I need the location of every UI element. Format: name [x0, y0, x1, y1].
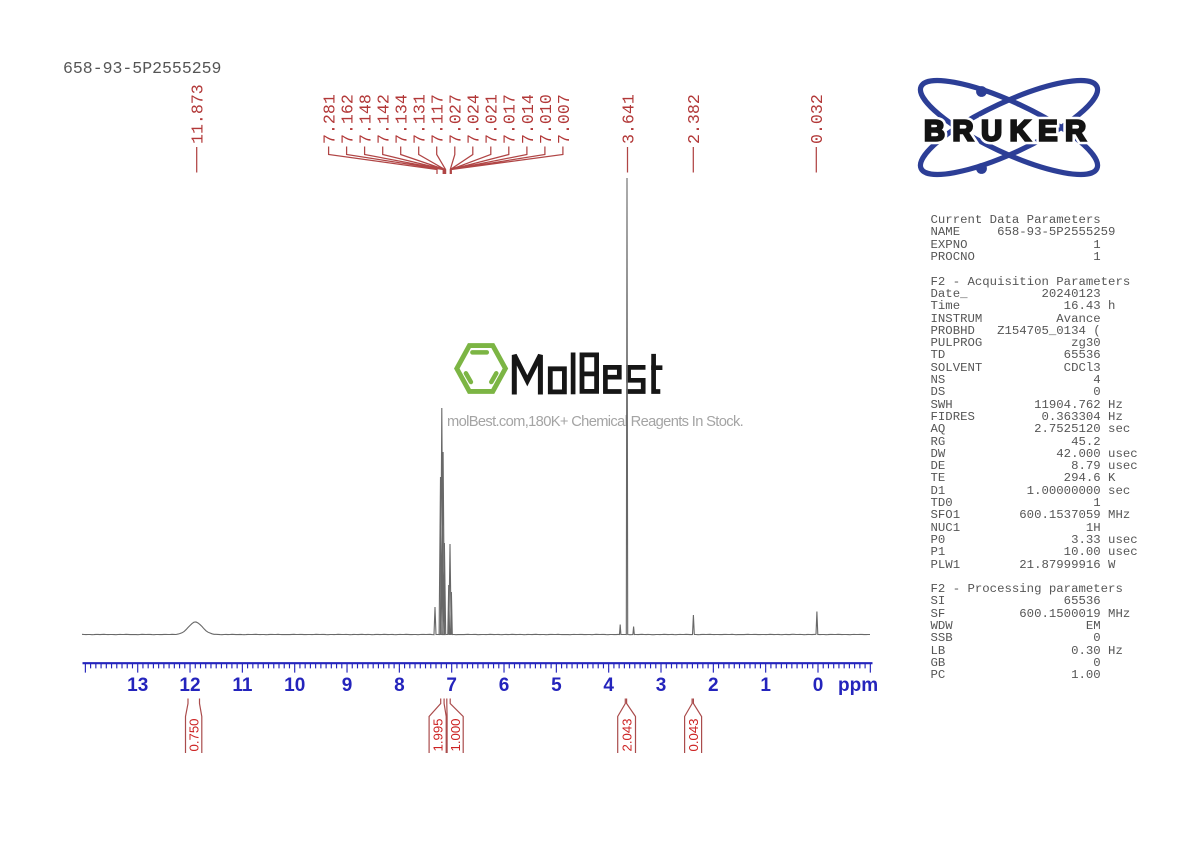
svg-text:0.750: 0.750	[187, 718, 202, 751]
svg-text:2: 2	[708, 675, 719, 696]
svg-text:0.043: 0.043	[686, 718, 701, 751]
svg-text:BRUKER: BRUKER	[924, 116, 1094, 148]
svg-text:1: 1	[760, 675, 771, 696]
svg-text:7.281: 7.281	[321, 94, 340, 144]
svg-text:7: 7	[446, 675, 457, 696]
svg-text:7.148: 7.148	[357, 94, 376, 144]
svg-text:7.134: 7.134	[393, 94, 412, 144]
svg-text:4: 4	[603, 675, 614, 696]
svg-text:10: 10	[284, 675, 305, 696]
svg-text:12: 12	[179, 675, 200, 696]
svg-text:1.000: 1.000	[448, 718, 463, 751]
svg-text:7.131: 7.131	[411, 94, 430, 144]
svg-text:7.027: 7.027	[447, 94, 466, 144]
svg-text:11: 11	[232, 675, 253, 696]
svg-text:8: 8	[394, 675, 405, 696]
svg-text:9: 9	[342, 675, 353, 696]
svg-text:7.010: 7.010	[537, 94, 556, 144]
svg-text:BRUKER: BRUKER	[924, 116, 1094, 148]
svg-text:7.007: 7.007	[555, 94, 574, 144]
svg-text:11.873: 11.873	[189, 84, 208, 144]
svg-text:5: 5	[551, 675, 562, 696]
svg-text:2.043: 2.043	[619, 718, 634, 751]
svg-text:7.014: 7.014	[519, 94, 538, 144]
svg-text:3: 3	[656, 675, 667, 696]
svg-text:6: 6	[499, 675, 510, 696]
svg-text:0.032: 0.032	[808, 94, 827, 144]
svg-text:1.995: 1.995	[430, 718, 445, 751]
svg-text:3.641: 3.641	[619, 94, 638, 144]
svg-text:2.382: 2.382	[685, 94, 704, 144]
svg-text:7.142: 7.142	[375, 94, 394, 144]
svg-text:7.162: 7.162	[339, 94, 358, 144]
svg-text:7.117: 7.117	[429, 94, 448, 144]
svg-text:7.017: 7.017	[501, 94, 520, 144]
svg-text:13: 13	[127, 675, 148, 696]
svg-text:7.024: 7.024	[465, 94, 484, 144]
svg-text:0: 0	[813, 675, 824, 696]
svg-text:ppm: ppm	[838, 675, 878, 696]
svg-text:7.021: 7.021	[483, 94, 502, 144]
